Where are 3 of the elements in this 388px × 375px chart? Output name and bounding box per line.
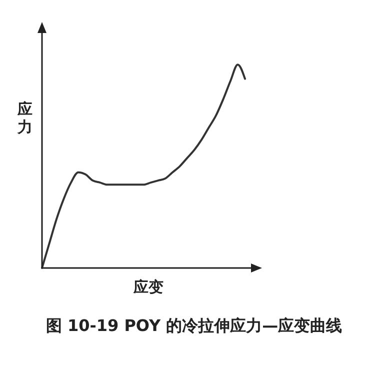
- y-axis-title: 应力: [16, 100, 34, 136]
- x-axis-title: 应变: [132, 278, 164, 296]
- text: 图 10-19 POY 的冷拉伸应力—应变曲线: [44, 316, 344, 337]
